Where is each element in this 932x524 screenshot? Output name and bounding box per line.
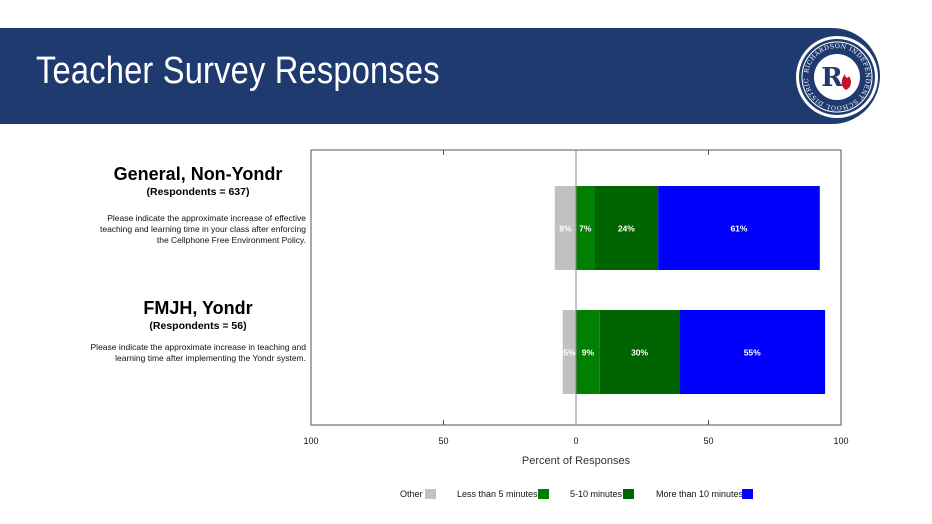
flame-icon <box>841 74 851 90</box>
legend-label: Other <box>400 489 423 499</box>
bar-data-label: 9% <box>582 348 595 358</box>
x-tick-label: 50 <box>703 436 713 446</box>
bar-data-label: 8% <box>559 224 572 234</box>
group-2-header: FMJH, Yondr (Respondents = 56) <box>98 298 298 332</box>
bar-segment-1-4 <box>658 186 820 270</box>
group-1-header: General, Non-Yondr (Respondents = 637) <box>98 164 298 198</box>
bar-segment-1-3 <box>594 186 659 270</box>
bar-segment-2-1 <box>562 310 576 394</box>
legend-swatch <box>623 489 634 499</box>
bar-data-label: 24% <box>618 224 635 234</box>
bar-data-label: 7% <box>579 224 592 234</box>
bar-data-label: 55% <box>744 348 761 358</box>
logo-letter: R <box>821 63 843 93</box>
bar-data-label: 30% <box>631 348 648 358</box>
x-tick-label: 0 <box>573 436 578 446</box>
x-axis-label: Percent of Responses <box>522 455 631 467</box>
group-1-respondents: (Respondents = 637) <box>146 186 250 198</box>
group-2-question: Please indicate the approximate increase… <box>90 342 306 363</box>
page-title: Teacher Survey Responses <box>36 50 440 92</box>
district-logo: RICHARDSON INDEPENDENT SCHOOL DISTRICT R <box>796 36 878 118</box>
district-seal-icon: RICHARDSON INDEPENDENT SCHOOL DISTRICT R <box>796 36 875 115</box>
bar-segment-1-2 <box>576 186 595 270</box>
bar-data-label: 5% <box>563 348 576 358</box>
bar-segment-2-3 <box>599 310 680 394</box>
bar-segment-2-4 <box>679 310 826 394</box>
group-2-respondents: (Respondents = 56) <box>149 320 247 332</box>
bar-segment-1-1 <box>554 186 576 270</box>
x-tick-label: 100 <box>833 436 848 446</box>
group-1-question: Please indicate the approximate increase… <box>99 213 306 245</box>
bar-segment-2-2 <box>576 310 600 394</box>
header-banner <box>0 28 880 124</box>
bar-data-label: 61% <box>730 224 747 234</box>
legend-swatch <box>425 489 436 499</box>
legend-swatch <box>742 489 753 499</box>
legend-label: 5-10 minutes <box>570 489 623 499</box>
x-tick-label: 50 <box>438 436 448 446</box>
group-2-title: FMJH, Yondr <box>143 298 253 318</box>
legend-label: Less than 5 minutes <box>457 489 538 499</box>
legend-label: More than 10 minutes <box>656 489 744 499</box>
group-1-title: General, Non-Yondr <box>113 164 283 184</box>
legend-swatch <box>538 489 549 499</box>
x-tick-label: 100 <box>303 436 318 446</box>
